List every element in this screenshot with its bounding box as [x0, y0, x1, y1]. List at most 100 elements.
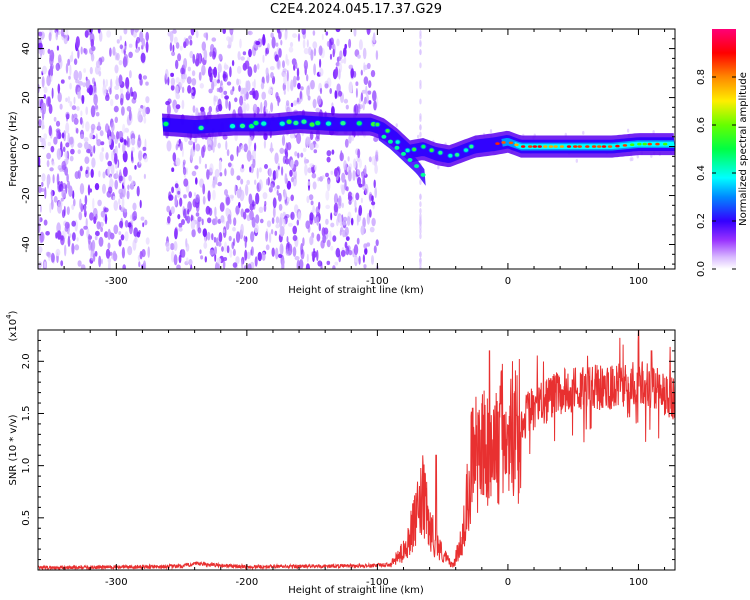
ridge-peak [662, 142, 668, 146]
x-tick-label: 100 [629, 276, 648, 287]
y-tick-label: -20 [21, 187, 32, 203]
colorbar-tick-label: 0.2 [696, 213, 707, 229]
ridge-peak [642, 142, 647, 146]
ridge-peak [597, 145, 602, 148]
colorbar-tick-label: 0.6 [696, 117, 707, 133]
ridge-peak [501, 141, 506, 144]
ridge-peak [301, 119, 307, 124]
x-tick-label: -100 [366, 577, 389, 588]
ridge-peak [279, 121, 285, 126]
ridge-peak [455, 153, 460, 157]
ridge-peak [601, 145, 607, 148]
y-tick-label: 0.5 [21, 510, 32, 526]
colorbar-tick-label: 0.4 [696, 165, 707, 181]
ridge-peak [543, 145, 548, 148]
ridge-peak [655, 142, 660, 146]
ridge-peak [527, 145, 533, 148]
x-tick-label: -300 [105, 276, 128, 287]
ridge-peak [293, 120, 299, 126]
snr-frame [37, 329, 676, 571]
ridge-peak [405, 148, 410, 153]
y-tick-label: 1.0 [21, 458, 32, 474]
ridge-peak [559, 145, 565, 148]
colorbar: 0.0 0.2 0.4 0.6 0.8 Normalized spectral ampl… [696, 29, 749, 277]
top-x-ticks: -300 -200 -100 0 100 [63, 29, 666, 287]
x-tick-label: 0 [505, 276, 511, 287]
ridge-peak [429, 148, 434, 153]
spectrogram-heatmap [38, 29, 675, 269]
ridge-peak [239, 123, 246, 129]
ridge-peak [647, 142, 652, 146]
x-tick-label: -300 [105, 577, 128, 588]
y-multiplier: (x104) [5, 310, 19, 341]
y-multiplier-base: (x10 [8, 319, 19, 342]
y-multiplier-end: ) [8, 310, 19, 314]
chart-title: C2E4.2024.045.17.37.G29 [269, 2, 443, 17]
ridge-peak [412, 147, 417, 152]
snr-series-line [38, 330, 675, 570]
ridge-peak [448, 153, 453, 158]
branch-peak [407, 158, 413, 163]
ridge-peak [629, 143, 635, 146]
ridge-peak [325, 121, 332, 126]
spectrogram-frame [37, 28, 676, 270]
branch-peak [420, 172, 426, 177]
ridge-peak [385, 129, 390, 133]
branch-peak [394, 145, 400, 150]
ridge-peak [253, 120, 259, 126]
ridge-peak [163, 121, 169, 127]
ridge-peak [340, 120, 346, 126]
x-tick-label: 0 [505, 577, 511, 588]
ridge-peak [261, 121, 267, 126]
ridge-peak [553, 145, 558, 148]
y-tick-label: 1.5 [21, 406, 32, 422]
snr-panel: -300 -200 -100 0 100 0.5 1.0 1.5 2.0 Height of … [5, 310, 676, 596]
ridge-peak [464, 148, 469, 152]
ridge-peak [286, 119, 292, 125]
ridge-peak [421, 144, 426, 149]
x-tick-label: -100 [366, 276, 389, 287]
x-tick-label: -200 [236, 577, 259, 588]
x-tick-label: 100 [629, 577, 648, 588]
ridge-peak [375, 122, 380, 127]
y-tick-label: 2.0 [21, 353, 32, 369]
ridge-peak [198, 125, 204, 131]
colorbar-gradient [712, 29, 736, 269]
ridge-peak [537, 145, 542, 148]
branch-peak [414, 164, 420, 169]
ridge-peak [573, 145, 578, 148]
ridge-peak [309, 122, 315, 127]
ridge-peak [356, 121, 362, 126]
ridge-peak [577, 145, 582, 148]
y-tick-label: 40 [21, 42, 32, 55]
ridge-peak [229, 124, 236, 129]
ridge-peak [438, 150, 443, 155]
ridge-peak [566, 145, 572, 148]
ridge-peak [520, 145, 526, 148]
ridge-peak [315, 120, 321, 126]
y-tick-label: 20 [21, 91, 32, 104]
ridge-peak [548, 145, 554, 148]
y-multiplier-exponent: 4 [5, 314, 13, 319]
snr-plot-area [38, 330, 675, 570]
ridge-peak [395, 140, 400, 144]
colorbar-tick-label: 0.8 [696, 69, 707, 85]
branch-peak [387, 139, 393, 144]
y-tick-label: -40 [21, 236, 32, 252]
branch-peak [400, 151, 406, 156]
colorbar-ticks: 0.0 0.2 0.4 0.6 0.8 [696, 69, 736, 277]
svg-text:(x104): (x104) [5, 310, 19, 341]
colorbar-tick-label: 0.0 [696, 261, 707, 277]
ridge-band [162, 115, 675, 163]
top-y-ticks: -40 -20 0 20 40 [21, 28, 675, 265]
bottom-x-ticks: -300 -200 -100 0 100 [63, 330, 666, 588]
y-tick-label: 0 [21, 143, 32, 149]
ridge-peak [514, 143, 519, 147]
colorbar-label: Normalized spectral amplitude [738, 72, 749, 226]
branch-peak [381, 134, 387, 139]
ridge-peak [637, 142, 642, 146]
ridge-peak [607, 145, 613, 148]
ridge-peak [591, 145, 597, 148]
ridge-peak [622, 144, 628, 147]
